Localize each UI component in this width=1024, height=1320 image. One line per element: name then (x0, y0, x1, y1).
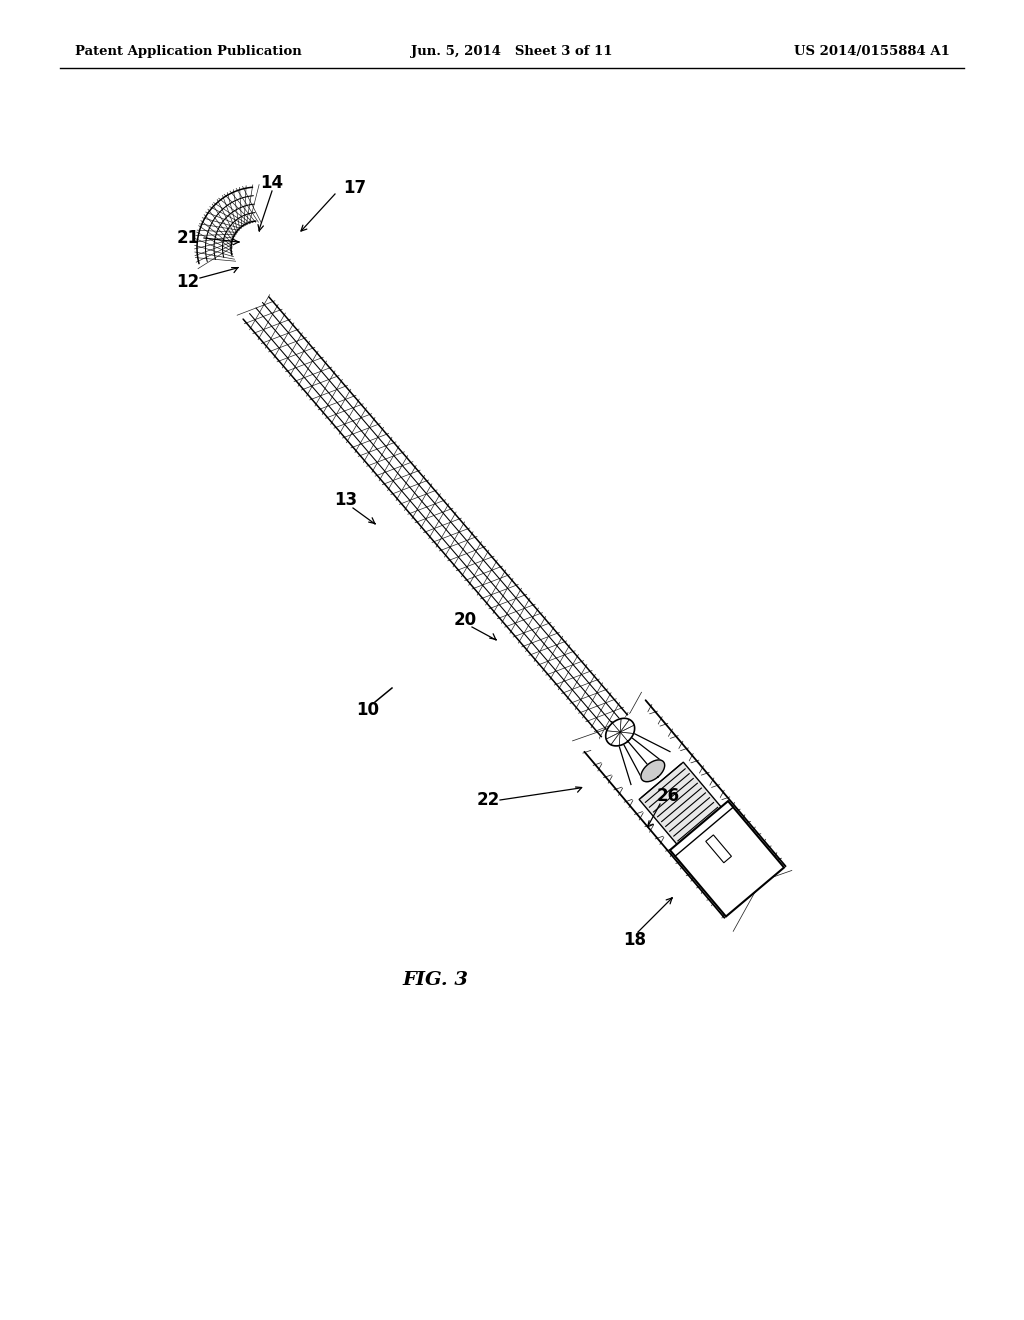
Text: 12: 12 (176, 273, 200, 290)
Polygon shape (641, 760, 665, 781)
Text: US 2014/0155884 A1: US 2014/0155884 A1 (795, 45, 950, 58)
Text: 13: 13 (335, 491, 357, 510)
Polygon shape (706, 836, 731, 863)
Text: 22: 22 (476, 791, 500, 809)
Text: 26: 26 (656, 787, 680, 805)
Text: 18: 18 (624, 931, 646, 949)
Text: FIG. 3: FIG. 3 (402, 972, 468, 989)
Polygon shape (605, 718, 635, 746)
Text: 21: 21 (176, 228, 200, 247)
Polygon shape (639, 762, 724, 847)
Text: Jun. 5, 2014   Sheet 3 of 11: Jun. 5, 2014 Sheet 3 of 11 (412, 45, 612, 58)
Text: 14: 14 (260, 174, 284, 191)
Polygon shape (670, 801, 784, 916)
Text: 20: 20 (454, 611, 476, 630)
Text: Patent Application Publication: Patent Application Publication (75, 45, 302, 58)
Text: 10: 10 (356, 701, 380, 719)
Text: 17: 17 (343, 180, 367, 197)
Polygon shape (589, 704, 781, 913)
